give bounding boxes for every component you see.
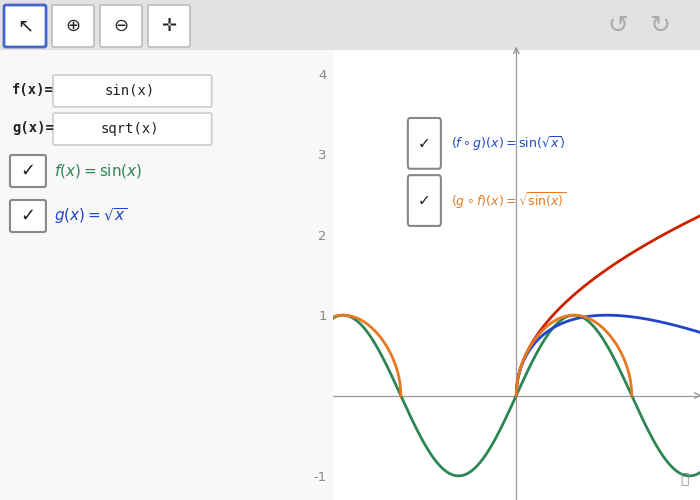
Text: ✓: ✓: [20, 162, 36, 180]
Text: ✛: ✛: [162, 17, 176, 35]
Text: g(x)=: g(x)=: [12, 121, 54, 135]
FancyBboxPatch shape: [408, 118, 441, 169]
FancyBboxPatch shape: [100, 5, 142, 47]
FancyBboxPatch shape: [148, 5, 190, 47]
Text: ↖: ↖: [17, 16, 33, 36]
Text: ⛶: ⛶: [680, 472, 689, 486]
FancyBboxPatch shape: [53, 75, 211, 107]
FancyBboxPatch shape: [408, 175, 441, 226]
Text: ↺: ↺: [608, 14, 629, 38]
FancyBboxPatch shape: [10, 155, 46, 187]
Text: ✓: ✓: [418, 193, 430, 208]
Text: ✓: ✓: [418, 136, 430, 151]
Text: $f(x) = \sin(x)$: $f(x) = \sin(x)$: [54, 162, 142, 180]
FancyBboxPatch shape: [4, 5, 46, 47]
Text: ⊕: ⊕: [65, 17, 80, 35]
Text: ↻: ↻: [650, 14, 671, 38]
Text: $(f \circ g)(x) = \sin(\sqrt{x})$: $(f \circ g)(x) = \sin(\sqrt{x})$: [451, 134, 565, 153]
Text: $(g \circ f)(x) = \sqrt{\sin(x)}$: $(g \circ f)(x) = \sqrt{\sin(x)}$: [451, 190, 566, 211]
Text: ✓: ✓: [20, 207, 36, 225]
Text: sqrt(x): sqrt(x): [101, 122, 159, 136]
Text: ⊖: ⊖: [113, 17, 129, 35]
Text: $g(x) = \sqrt{x}$: $g(x) = \sqrt{x}$: [54, 206, 128, 226]
FancyBboxPatch shape: [52, 5, 94, 47]
Text: f(x)=: f(x)=: [12, 83, 54, 97]
FancyBboxPatch shape: [53, 113, 211, 145]
Text: sin(x): sin(x): [105, 84, 155, 98]
FancyBboxPatch shape: [10, 200, 46, 232]
